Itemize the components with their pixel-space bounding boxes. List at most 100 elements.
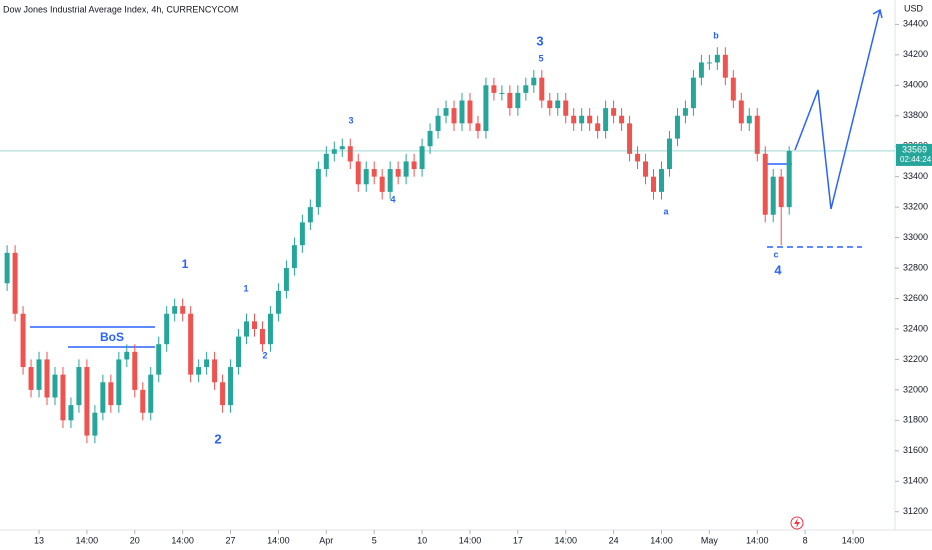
candle-body (411, 161, 417, 170)
x-tick-label: 24 (609, 535, 619, 545)
candle-body (611, 108, 617, 116)
candle-body (643, 161, 649, 177)
candle-body (100, 382, 106, 413)
y-tick-label: 32800 (903, 262, 928, 272)
x-tick-label: 14:00 (746, 535, 769, 545)
x-tick-label: 14:00 (842, 535, 865, 545)
candle-body (196, 367, 202, 375)
y-tick-label: 31400 (903, 476, 928, 486)
candle-body (387, 169, 393, 192)
x-tick-label: 14:00 (76, 535, 99, 545)
y-tick-label: 33400 (903, 171, 928, 181)
candle-body (475, 123, 481, 131)
y-tick-label: 31800 (903, 415, 928, 425)
y-tick-label: 32000 (903, 384, 928, 394)
candle-body (283, 268, 289, 291)
x-tick-label: May (701, 535, 719, 545)
candle-body (698, 62, 704, 78)
candle-body (236, 336, 242, 368)
y-tick-label: 32600 (903, 293, 928, 303)
candle-body (555, 100, 561, 109)
candle-body (371, 169, 377, 177)
y-tick-label: 31600 (903, 445, 928, 455)
candle-body (459, 100, 465, 124)
y-tick-label: 33000 (903, 232, 928, 242)
candle-body (331, 149, 337, 154)
y-tick-label: 31200 (903, 506, 928, 516)
candle-body (467, 100, 473, 124)
candle-body (395, 169, 401, 177)
wave-label: 1 (182, 257, 189, 271)
candle-body (68, 405, 74, 421)
x-tick-label: 14:00 (267, 535, 290, 545)
x-tick-label: 20 (130, 535, 140, 545)
candle-body (44, 359, 50, 398)
candle-body (499, 92, 505, 94)
candle-body (738, 100, 744, 124)
candle-body (204, 359, 210, 368)
candle-body (164, 313, 170, 345)
lightning-icon[interactable] (790, 516, 804, 530)
candle-body (116, 359, 122, 406)
wave-label: c (773, 249, 778, 259)
candle-body (427, 130, 433, 147)
candle-body (579, 115, 585, 124)
x-tick-label: 14:00 (650, 535, 673, 545)
candle-body (76, 367, 82, 406)
candle-body (419, 146, 425, 170)
candle-body (140, 389, 146, 413)
candle-body (571, 115, 577, 124)
wave-label: a (663, 206, 669, 216)
last-price-box (896, 143, 932, 166)
y-tick-label: 32400 (903, 323, 928, 333)
candle-body (259, 328, 265, 345)
candle-body (355, 161, 361, 185)
candle-body (507, 92, 513, 109)
candle-body (635, 153, 641, 162)
x-tick-label: 17 (513, 535, 523, 545)
candle-body (722, 54, 728, 78)
projection-path (794, 9, 881, 210)
candle-body (244, 321, 250, 337)
candle-body (443, 108, 449, 116)
candle-body (172, 306, 178, 314)
y-tick-label: 33200 (903, 202, 928, 212)
candle-body (627, 123, 633, 154)
x-tick-label: 27 (226, 535, 236, 545)
x-tick-label: 10 (417, 535, 427, 545)
candle-body (754, 115, 760, 154)
candle-body (148, 374, 154, 413)
candle-body (92, 412, 98, 436)
candle-body (587, 115, 593, 124)
candle-body (52, 374, 58, 398)
candle-body (706, 62, 712, 64)
candle-body (267, 313, 273, 345)
candle-body (403, 161, 409, 177)
candle-body (746, 115, 752, 124)
candle-body (275, 290, 281, 314)
x-tick-label: 14:00 (554, 535, 577, 545)
projection-arrow (872, 8, 883, 19)
candle-body (531, 77, 537, 86)
candle-body (730, 77, 736, 101)
x-tick-label: 8 (803, 535, 808, 545)
candle-body (323, 153, 329, 170)
candle-body (299, 222, 305, 246)
x-tick-label: Apr (319, 535, 333, 545)
y-tick-label: 34400 (903, 19, 928, 29)
candle-body (658, 169, 664, 192)
wave-label: 3 (536, 33, 543, 48)
candle-body (451, 108, 457, 124)
wave-label: b (713, 30, 719, 40)
x-tick-label: 14:00 (459, 535, 482, 545)
x-tick-label: 13 (34, 535, 44, 545)
x-tick-label: 5 (372, 535, 377, 545)
candle-body (778, 176, 784, 208)
last-price-label: 33569 (902, 144, 927, 154)
candle-body (651, 176, 657, 192)
candle-body (690, 77, 696, 109)
candle-body (339, 146, 345, 150)
candle-body (156, 344, 162, 375)
chart-title: Dow Jones Industrial Average Index, 4h, … (3, 4, 238, 14)
candle-body (619, 115, 625, 124)
